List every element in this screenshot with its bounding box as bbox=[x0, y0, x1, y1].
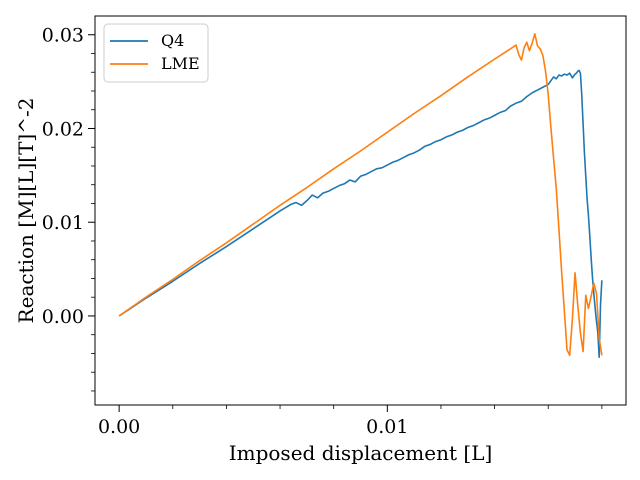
x-axis-label: Imposed displacement [L] bbox=[229, 441, 493, 465]
legend-label: LME bbox=[161, 54, 200, 73]
series-line-lme bbox=[118, 33, 603, 357]
axes-frame bbox=[94, 15, 627, 406]
x-tick-label: 0.01 bbox=[366, 416, 408, 438]
plot-lines bbox=[118, 33, 603, 358]
series-line-q4 bbox=[118, 69, 603, 358]
axis-ticks: 0.00 0.01 0.00 0.01 0.02 0.03 bbox=[42, 25, 603, 438]
legend-box bbox=[103, 23, 209, 83]
y-tick-label: 0.00 bbox=[42, 306, 84, 328]
y-axis-label: Reaction [M][L][T]^-2 bbox=[14, 98, 38, 324]
legend-label: Q4 bbox=[161, 31, 184, 50]
x-tick-label: 0.00 bbox=[98, 416, 140, 438]
y-tick-label: 0.01 bbox=[42, 212, 84, 234]
y-tick-label: 0.03 bbox=[42, 25, 84, 47]
legend: Q4 LME bbox=[103, 23, 209, 83]
y-tick-label: 0.02 bbox=[42, 118, 84, 140]
